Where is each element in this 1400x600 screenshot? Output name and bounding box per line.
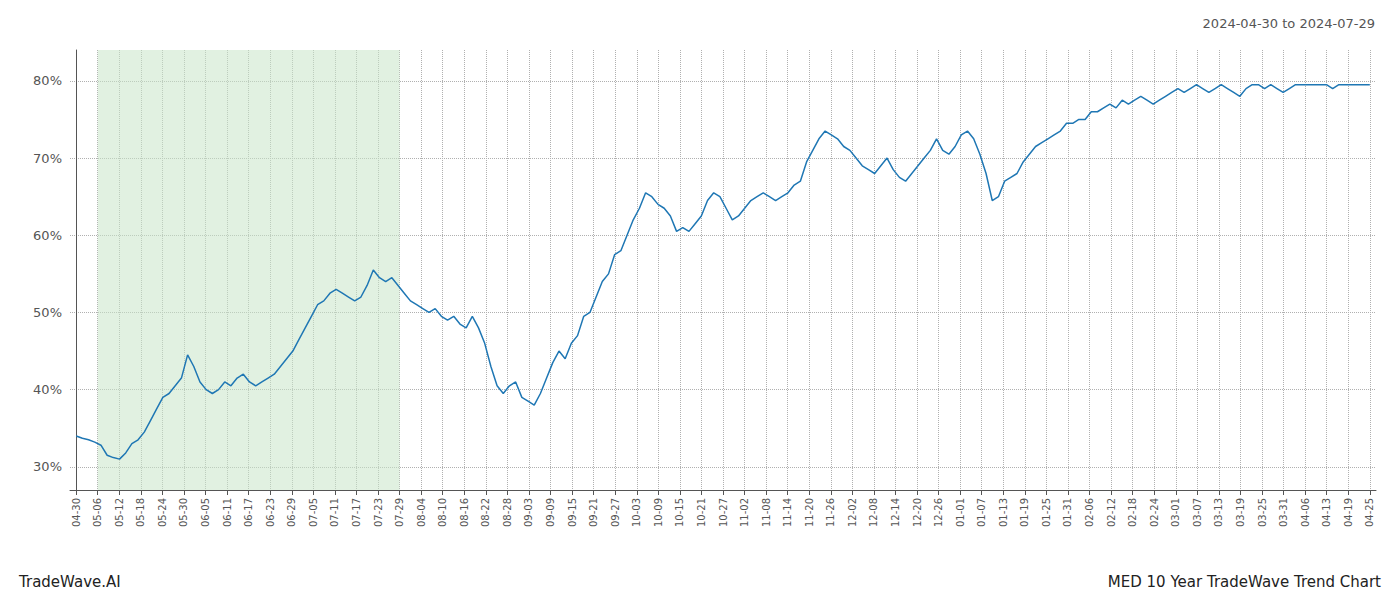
svg-text:01-19: 01-19 — [1019, 498, 1030, 527]
svg-text:01-07: 01-07 — [976, 498, 987, 527]
svg-text:05-06: 05-06 — [92, 498, 103, 527]
svg-text:09-21: 09-21 — [588, 498, 599, 527]
svg-text:04-06: 04-06 — [1300, 498, 1311, 527]
svg-text:12-02: 12-02 — [847, 498, 858, 527]
svg-text:06-29: 06-29 — [286, 498, 297, 527]
svg-text:06-05: 06-05 — [200, 498, 211, 527]
svg-text:08-22: 08-22 — [480, 498, 491, 527]
svg-text:07-11: 07-11 — [329, 498, 340, 527]
svg-text:01-13: 01-13 — [998, 498, 1009, 527]
svg-text:50%: 50% — [33, 305, 62, 320]
svg-text:05-12: 05-12 — [114, 498, 125, 527]
svg-text:11-08: 11-08 — [761, 498, 772, 527]
svg-text:09-03: 09-03 — [523, 498, 534, 527]
svg-text:05-18: 05-18 — [135, 498, 146, 527]
svg-text:03-13: 03-13 — [1213, 498, 1224, 527]
svg-text:03-01: 03-01 — [1170, 498, 1181, 527]
svg-text:02-24: 02-24 — [1149, 498, 1160, 527]
svg-text:01-01: 01-01 — [955, 498, 966, 527]
svg-text:01-25: 01-25 — [1041, 498, 1052, 527]
svg-text:40%: 40% — [33, 382, 62, 397]
svg-text:11-14: 11-14 — [782, 498, 793, 527]
svg-text:06-23: 06-23 — [265, 498, 276, 527]
svg-text:06-17: 06-17 — [243, 498, 254, 527]
svg-text:05-24: 05-24 — [157, 498, 168, 527]
svg-text:07-17: 07-17 — [351, 498, 362, 527]
svg-text:05-30: 05-30 — [178, 498, 189, 527]
svg-text:07-05: 07-05 — [308, 498, 319, 527]
svg-text:03-25: 03-25 — [1257, 498, 1268, 527]
svg-text:03-19: 03-19 — [1235, 498, 1246, 527]
svg-text:03-31: 03-31 — [1278, 498, 1289, 527]
svg-text:10-03: 10-03 — [631, 498, 642, 527]
svg-text:10-09: 10-09 — [653, 498, 664, 527]
svg-text:12-26: 12-26 — [933, 498, 944, 527]
svg-text:04-25: 04-25 — [1364, 498, 1375, 527]
svg-text:60%: 60% — [33, 228, 62, 243]
svg-text:12-08: 12-08 — [868, 498, 879, 527]
svg-text:10-27: 10-27 — [718, 498, 729, 527]
svg-text:03-07: 03-07 — [1192, 498, 1203, 527]
svg-text:07-29: 07-29 — [394, 498, 405, 527]
svg-text:04-19: 04-19 — [1343, 498, 1354, 527]
svg-text:09-27: 09-27 — [610, 498, 621, 527]
svg-text:12-14: 12-14 — [890, 498, 901, 527]
svg-text:01-31: 01-31 — [1062, 498, 1073, 527]
svg-text:02-18: 02-18 — [1127, 498, 1138, 527]
svg-text:02-12: 02-12 — [1106, 498, 1117, 527]
svg-text:08-10: 08-10 — [437, 498, 448, 527]
svg-text:10-15: 10-15 — [674, 498, 685, 527]
svg-text:04-30: 04-30 — [71, 498, 82, 527]
svg-text:08-28: 08-28 — [502, 498, 513, 527]
svg-text:10-21: 10-21 — [696, 498, 707, 527]
svg-text:TradeWave.AI: TradeWave.AI — [18, 573, 121, 591]
svg-text:11-20: 11-20 — [804, 498, 815, 527]
svg-text:2024-04-30 to 2024-07-29: 2024-04-30 to 2024-07-29 — [1203, 16, 1375, 31]
svg-text:80%: 80% — [33, 73, 62, 88]
svg-text:12-20: 12-20 — [912, 498, 923, 527]
svg-text:MED 10 Year TradeWave Trend Ch: MED 10 Year TradeWave Trend Chart — [1108, 573, 1381, 591]
svg-text:02-06: 02-06 — [1084, 498, 1095, 527]
svg-text:09-15: 09-15 — [567, 498, 578, 527]
svg-text:30%: 30% — [33, 459, 62, 474]
svg-text:11-26: 11-26 — [825, 498, 836, 527]
svg-text:07-23: 07-23 — [373, 498, 384, 527]
svg-text:08-16: 08-16 — [459, 498, 470, 527]
svg-text:11-02: 11-02 — [739, 498, 750, 527]
svg-text:04-13: 04-13 — [1321, 498, 1332, 527]
svg-text:06-11: 06-11 — [222, 498, 233, 527]
svg-text:70%: 70% — [33, 151, 62, 166]
svg-text:08-04: 08-04 — [416, 498, 427, 527]
svg-text:09-09: 09-09 — [545, 498, 556, 527]
